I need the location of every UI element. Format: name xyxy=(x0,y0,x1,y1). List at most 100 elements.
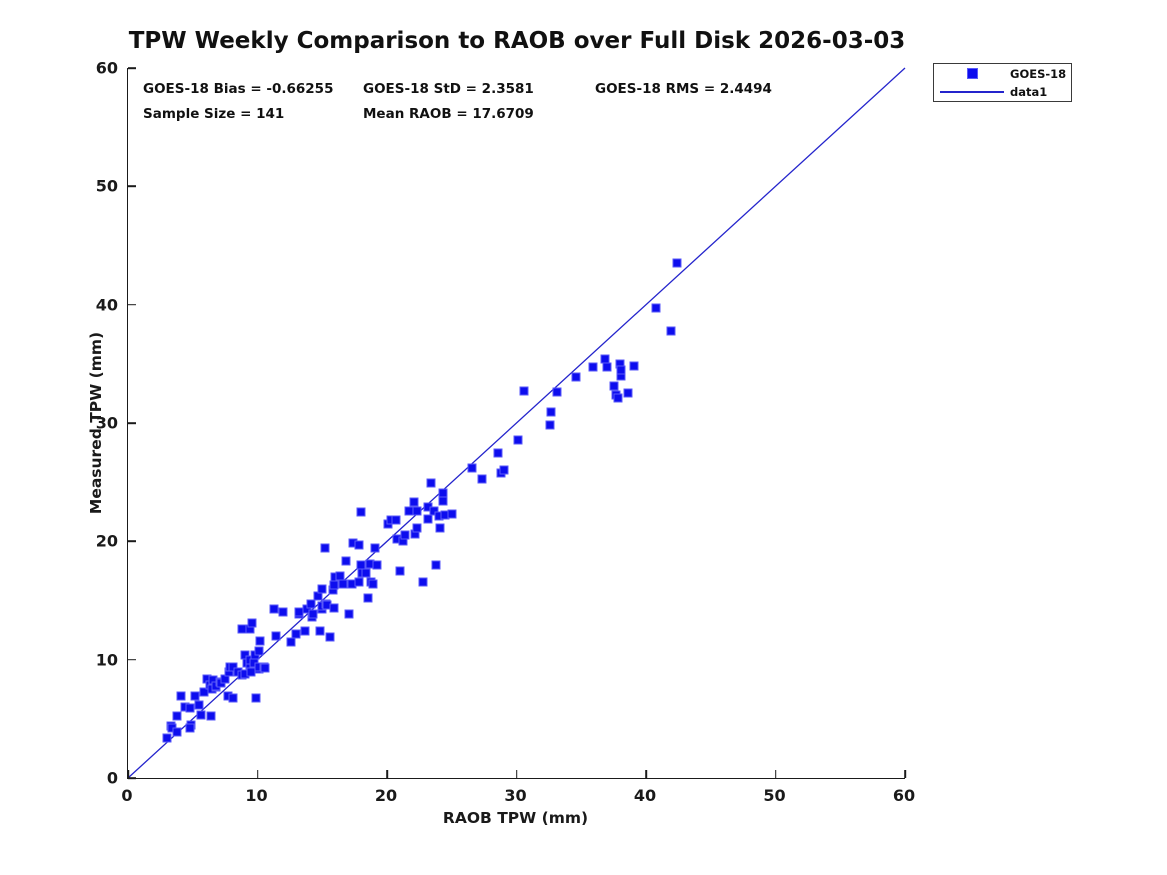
scatter-point xyxy=(499,465,509,475)
scatter-point xyxy=(438,488,448,498)
y-tick xyxy=(128,658,136,661)
y-tick-label: 50 xyxy=(95,176,118,196)
scatter-point xyxy=(372,560,382,570)
scatter-point xyxy=(306,599,316,609)
scatter-point xyxy=(361,568,371,578)
scatter-point xyxy=(438,496,448,506)
scatter-point xyxy=(368,579,378,589)
scatter-point xyxy=(467,463,477,473)
scatter-point xyxy=(196,710,206,720)
scatter-point xyxy=(412,523,422,533)
scatter-point xyxy=(329,580,339,590)
scatter-point xyxy=(545,420,555,430)
legend-label-goes18: GOES-18 xyxy=(1010,66,1067,81)
stat-mean-raob: Mean RAOB = 17.6709 xyxy=(363,106,534,122)
scatter-point xyxy=(447,509,457,519)
scatter-point xyxy=(325,632,335,642)
y-tick xyxy=(128,777,136,779)
scatter-point xyxy=(363,593,373,603)
stat-rms: GOES-18 RMS = 2.4494 xyxy=(595,81,772,97)
scatter-point xyxy=(629,361,639,371)
scatter-point xyxy=(395,566,405,576)
y-tick-label: 20 xyxy=(95,531,118,551)
y-tick-label: 40 xyxy=(95,295,118,315)
scatter-point xyxy=(251,693,261,703)
scatter-point xyxy=(320,543,330,553)
y-tick-label: 30 xyxy=(95,413,118,433)
scatter-point xyxy=(228,693,238,703)
scatter-point xyxy=(254,646,264,656)
scatter-point xyxy=(513,435,523,445)
scatter-point xyxy=(435,523,445,533)
legend-label-data1: data1 xyxy=(1010,84,1048,99)
legend-item-data1: data1 xyxy=(934,83,1071,100)
y-tick xyxy=(128,422,136,424)
scatter-point xyxy=(423,514,433,524)
scatter-point xyxy=(616,365,626,375)
scatter-point xyxy=(206,711,216,721)
scatter-point xyxy=(341,556,351,566)
scatter-point xyxy=(286,637,296,647)
square-marker-icon xyxy=(966,68,978,79)
scatter-point xyxy=(269,604,279,614)
x-tick-label: 10 xyxy=(245,786,268,805)
scatter-point xyxy=(391,515,401,525)
scatter-point xyxy=(602,362,612,372)
scatter-point xyxy=(338,579,348,589)
y-tick xyxy=(128,540,136,543)
scatter-point xyxy=(356,507,366,517)
scatter-point xyxy=(291,629,301,639)
y-tick-label: 0 xyxy=(106,768,118,788)
y-tick-label: 60 xyxy=(95,58,118,78)
scatter-point xyxy=(613,393,622,403)
y-tick xyxy=(128,67,136,69)
x-tick xyxy=(774,770,777,778)
x-tick xyxy=(386,770,388,778)
scatter-point xyxy=(271,631,281,641)
scatter-point xyxy=(666,326,676,336)
scatter-point xyxy=(185,723,195,733)
x-tick xyxy=(256,770,259,778)
x-tick-label: 20 xyxy=(374,786,398,805)
line-icon xyxy=(940,90,1004,93)
scatter-point xyxy=(400,530,410,540)
scatter-point xyxy=(317,584,327,594)
legend: GOES-18 data1 xyxy=(933,63,1072,102)
scatter-point xyxy=(172,727,182,737)
scatter-point xyxy=(412,506,422,516)
scatter-point xyxy=(623,388,633,398)
x-tick-label: 0 xyxy=(121,786,133,805)
plot-area xyxy=(127,67,906,779)
scatter-point xyxy=(260,663,270,673)
scatter-point xyxy=(426,478,436,488)
scatter-point xyxy=(278,607,288,617)
y-axis-title: Measured TPW (mm) xyxy=(87,331,105,515)
scatter-point xyxy=(194,700,204,710)
x-tick-label: 60 xyxy=(892,786,916,805)
y-tick xyxy=(128,303,136,306)
stat-sample-size: Sample Size = 141 xyxy=(143,106,285,122)
stat-std: GOES-18 StD = 2.3581 xyxy=(363,81,534,97)
scatter-point xyxy=(185,703,195,713)
y-tick-label: 10 xyxy=(95,650,118,670)
scatter-point xyxy=(519,386,529,396)
chart-title: TPW Weekly Comparison to RAOB over Full … xyxy=(128,28,906,54)
scatter-point xyxy=(354,540,363,550)
scatter-point xyxy=(308,609,318,619)
scatter-point xyxy=(431,560,441,570)
scatter-point xyxy=(315,626,325,636)
scatter-point xyxy=(651,303,661,313)
x-axis-title: RAOB TPW (mm) xyxy=(442,809,589,827)
scatter-point xyxy=(477,474,487,484)
legend-icon-col xyxy=(934,90,1010,93)
scatter-point xyxy=(552,387,562,397)
scatter-point xyxy=(255,636,265,646)
x-tick-label: 50 xyxy=(763,786,786,805)
scatter-point xyxy=(329,603,339,613)
x-tick-label: 40 xyxy=(633,786,657,805)
scatter-point xyxy=(588,362,598,372)
x-tick xyxy=(645,770,647,778)
scatter-point xyxy=(162,733,172,743)
scatter-point xyxy=(672,258,682,268)
legend-item-goes18: GOES-18 xyxy=(934,65,1071,82)
